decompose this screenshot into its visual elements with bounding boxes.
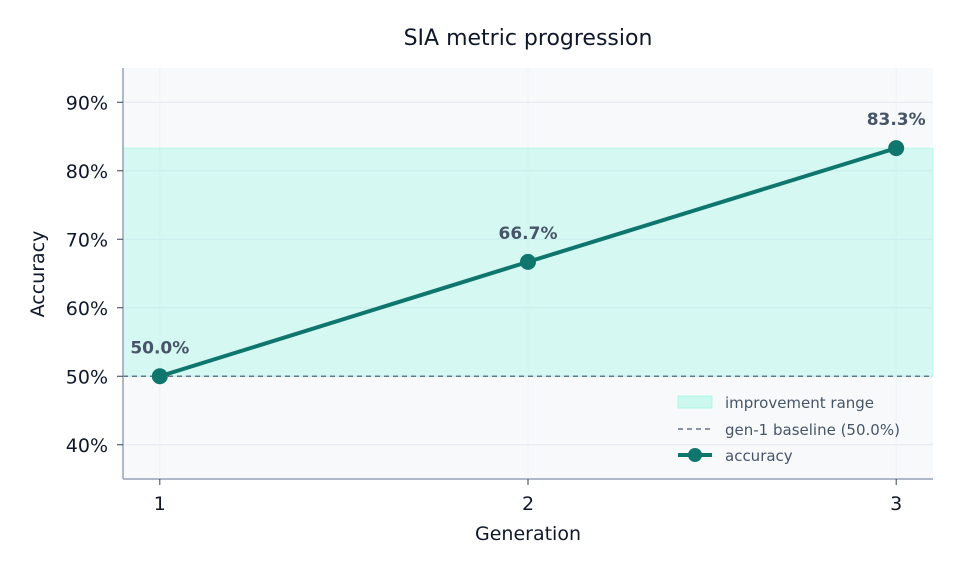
- x-tick-label: 2: [522, 493, 534, 515]
- data-label: 50.0%: [130, 338, 189, 358]
- x-axis-ticks: 1 2 3: [154, 479, 902, 515]
- y-tick-label: 40%: [66, 435, 108, 457]
- y-tick-label: 60%: [66, 298, 108, 320]
- x-axis-label: Generation: [475, 523, 581, 545]
- y-tick-label: 80%: [66, 161, 108, 183]
- series-accuracy: 50.0% 66.7% 83.3%: [130, 110, 926, 385]
- y-tick-label: 90%: [66, 92, 108, 114]
- legend-label-improvement-range: improvement range: [725, 394, 874, 412]
- data-label: 83.3%: [867, 110, 926, 130]
- y-axis-ticks: 40% 50% 60% 70% 80% 90%: [66, 92, 123, 457]
- x-tick-label: 1: [154, 493, 166, 515]
- legend-swatch-accuracy-marker: [688, 448, 702, 462]
- legend: improvement range gen-1 baseline (50.0%)…: [677, 394, 900, 465]
- legend-label-baseline: gen-1 baseline (50.0%): [725, 421, 900, 439]
- data-label: 66.7%: [499, 224, 558, 244]
- data-point: [151, 368, 168, 385]
- chart-title: SIA metric progression: [404, 26, 653, 51]
- y-tick-label: 50%: [66, 366, 108, 388]
- legend-label-accuracy: accuracy: [725, 447, 793, 465]
- x-tick-label: 3: [890, 493, 902, 515]
- y-tick-label: 70%: [66, 229, 108, 251]
- y-axis-label: Accuracy: [27, 231, 49, 318]
- data-point: [888, 140, 905, 157]
- legend-swatch-improvement-range: [677, 395, 713, 409]
- data-point: [520, 253, 536, 270]
